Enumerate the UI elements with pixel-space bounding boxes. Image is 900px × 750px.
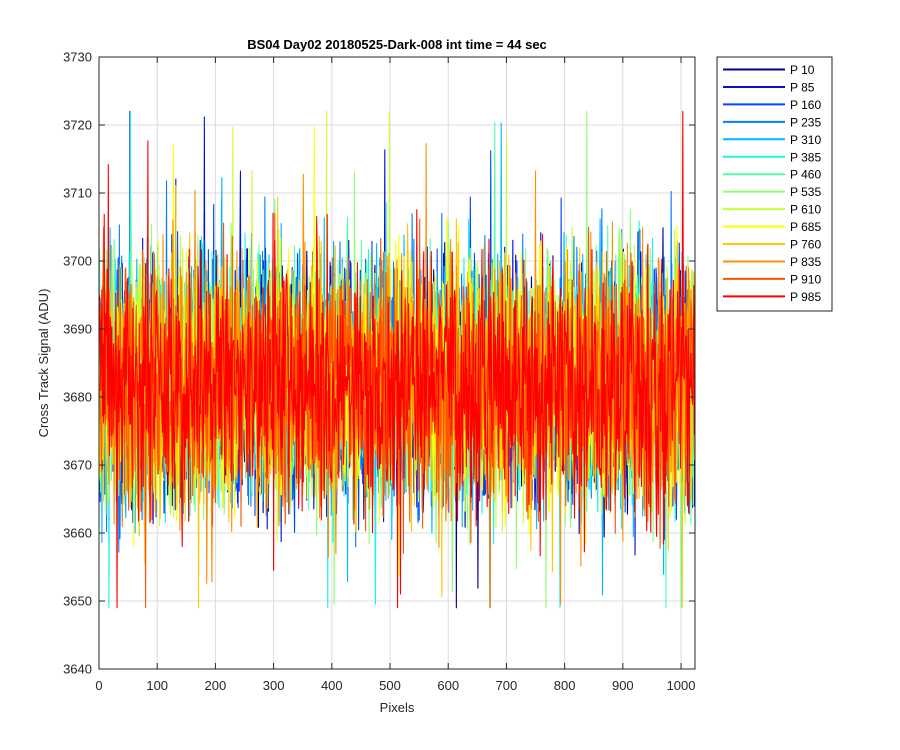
x-tick-label: 0 (95, 678, 102, 693)
legend-label: P 460 (790, 168, 821, 182)
x-tick-label: 700 (496, 678, 518, 693)
axis-ticks: 0 100 200 300 400 500 600 700 800 900 1000 3640 3650… (63, 50, 695, 694)
x-tick-label: 1000 (667, 678, 696, 693)
x-tick-label: 400 (321, 678, 343, 693)
legend-box (716, 56, 833, 312)
legend-label: P 385 (790, 150, 821, 164)
x-tick-label: 300 (263, 678, 285, 693)
legend-label: P 760 (790, 238, 821, 252)
y-tick-label: 3730 (63, 50, 92, 65)
x-tick-label: 500 (379, 678, 401, 693)
legend-label: P 310 (790, 133, 821, 147)
legend-label: P 610 (790, 203, 821, 217)
y-tick-label: 3640 (63, 662, 92, 677)
x-tick-label: 900 (612, 678, 634, 693)
legend-label: P 10 (790, 63, 815, 77)
legend: P 10 P 85 P 160 P 235 P 310 P 385 P 460 P 535 P … (716, 56, 833, 312)
y-tick-label: 3710 (63, 186, 92, 201)
y-axis-label: Cross Track Signal (ADU) (36, 289, 51, 438)
x-tick-label: 100 (146, 678, 168, 693)
y-tick-label: 3700 (63, 254, 92, 269)
legend-label: P 685 (790, 220, 821, 234)
legend-label: P 985 (790, 290, 821, 304)
y-tick-label: 3660 (63, 526, 92, 541)
legend-label: P 910 (790, 272, 821, 286)
x-tick-label: 600 (437, 678, 459, 693)
x-tick-label: 200 (205, 678, 227, 693)
legend-label: P 835 (790, 255, 821, 269)
chart-title: BS04 Day02 20180525-Dark-008 int time = … (247, 37, 547, 52)
y-tick-label: 3670 (63, 458, 92, 473)
y-tick-label: 3650 (63, 594, 92, 609)
series-line-p-985 (99, 110, 695, 609)
y-tick-label: 3690 (63, 322, 92, 337)
x-tick-label: 800 (554, 678, 576, 693)
y-tick-label: 3680 (63, 390, 92, 405)
legend-label: P 235 (790, 115, 821, 129)
series-lines (99, 110, 695, 609)
legend-label: P 160 (790, 98, 821, 112)
legend-label: P 535 (790, 185, 821, 199)
x-axis-label: Pixels (380, 700, 415, 715)
plot-frame (98, 56, 696, 670)
legend-label: P 85 (790, 80, 815, 94)
y-tick-label: 3720 (63, 118, 92, 133)
